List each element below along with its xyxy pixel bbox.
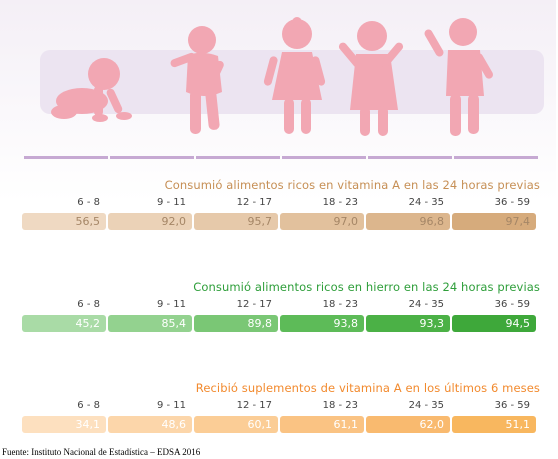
age-range-label: 36 - 59: [494, 197, 530, 208]
age-range-label: 24 - 35: [408, 197, 444, 208]
value-cell: 85,4: [108, 315, 192, 332]
age-range-label: 9 - 11: [156, 299, 186, 310]
age-range-label: 12 - 17: [236, 299, 272, 310]
age-range-label: 9 - 11: [156, 197, 186, 208]
section-title: Consumió alimentos ricos en hierro en la…: [193, 280, 540, 294]
value-cell: 89,8: [194, 315, 278, 332]
value-cell: 45,2: [22, 315, 106, 332]
age-range-label: 18 - 23: [322, 197, 358, 208]
value-cell: 97,0: [280, 213, 364, 230]
value-cell: 93,8: [280, 315, 364, 332]
value-cell: 92,0: [108, 213, 192, 230]
age-line: [24, 156, 108, 159]
value-cell: 93,3: [366, 315, 450, 332]
age-range-label: 24 - 35: [408, 400, 444, 411]
age-line: [368, 156, 452, 159]
value-cell: 60,1: [194, 416, 278, 433]
value-cell: 97,4: [452, 213, 536, 230]
children-silhouettes: [51, 17, 493, 136]
girl-dress-figure: [263, 17, 326, 134]
girl-dancing-figure: [338, 21, 404, 136]
age-line: [282, 156, 366, 159]
age-range-label: 12 - 17: [236, 197, 272, 208]
boy-dancing-figure: [424, 18, 493, 136]
age-range-label: 9 - 11: [156, 400, 186, 411]
age-line: [454, 156, 538, 159]
section-title: Consumió alimentos ricos en vitamina A e…: [164, 178, 540, 192]
value-cell: 51,1: [452, 416, 536, 433]
age-range-label: 6 - 8: [77, 299, 100, 310]
value-cell: 94,5: [452, 315, 536, 332]
toddler-figure: [170, 26, 224, 134]
value-cell: 62,0: [366, 416, 450, 433]
value-cell: 56,5: [22, 213, 106, 230]
age-range-label: 36 - 59: [494, 400, 530, 411]
age-range-label: 18 - 23: [322, 400, 358, 411]
value-cell: 34,1: [22, 416, 106, 433]
source-note: Fuente: Instituto Nacional de Estadístic…: [2, 447, 201, 457]
age-range-label: 36 - 59: [494, 299, 530, 310]
section-title: Recibió suplementos de vitamina A en los…: [195, 381, 540, 395]
value-cell: 95,7: [194, 213, 278, 230]
age-range-label: 6 - 8: [77, 197, 100, 208]
baby-crawling-figure: [51, 58, 132, 122]
value-cell: 96,8: [366, 213, 450, 230]
age-line: [196, 156, 280, 159]
age-range-label: 18 - 23: [322, 299, 358, 310]
age-range-label: 24 - 35: [408, 299, 444, 310]
age-range-label: 6 - 8: [77, 400, 100, 411]
age-line: [110, 156, 194, 159]
age-range-label: 12 - 17: [236, 400, 272, 411]
value-cell: 61,1: [280, 416, 364, 433]
value-cell: 48,6: [108, 416, 192, 433]
